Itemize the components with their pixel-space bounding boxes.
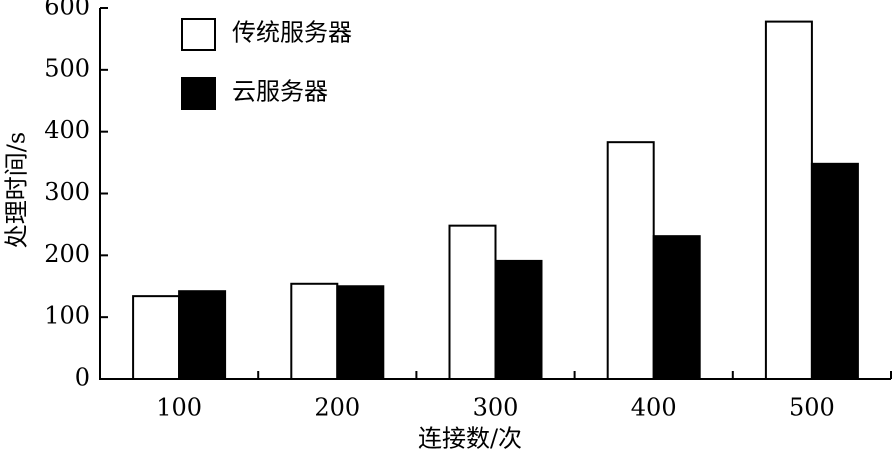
bar [336,285,385,380]
bar [290,282,339,381]
y-tick-label: 100 [44,302,90,330]
y-tick-label: 200 [44,240,90,268]
bar [132,295,181,381]
y-tick-label: 300 [44,178,90,206]
y-axis-label: 处理时间/s [3,132,31,248]
bar [652,235,701,380]
bar [764,20,813,380]
x-tick-label: 200 [314,394,360,422]
y-tick-label: 600 [44,0,90,21]
x-axis-label: 连接数/次 [418,425,522,453]
x-tick-label: 300 [473,394,519,422]
legend-label: 云服务器 [232,78,328,106]
legend-label: 传统服务器 [232,19,352,47]
y-tick-label: 500 [44,54,90,82]
x-tick-label: 400 [631,394,677,422]
bar [448,224,497,380]
bar [810,162,859,380]
legend-swatch [181,18,216,51]
bar [606,141,655,380]
y-tick-label: 400 [44,116,90,144]
bar [178,290,227,380]
x-tick-label: 100 [156,394,202,422]
legend-swatch [181,77,216,110]
y-tick-label: 0 [75,364,90,392]
x-tick-label: 500 [789,394,835,422]
bar [494,259,543,381]
